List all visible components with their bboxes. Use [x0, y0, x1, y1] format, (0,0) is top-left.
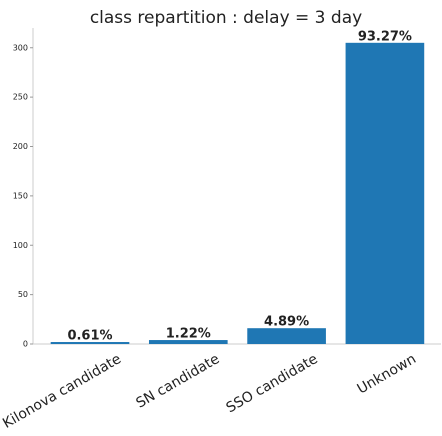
- y-tick-label: 200: [13, 142, 28, 151]
- y-tick-label: 100: [13, 241, 28, 250]
- y-tick-label: 250: [13, 93, 28, 102]
- y-tick-label: 0: [23, 340, 28, 349]
- bar: [345, 42, 425, 344]
- bar-label: 1.22%: [166, 327, 211, 342]
- x-tick-label: SN candidate: [133, 351, 222, 412]
- y-tick-label: 50: [18, 290, 28, 299]
- bar: [148, 340, 228, 344]
- bar: [50, 342, 130, 344]
- bar-label: 4.89%: [264, 315, 309, 330]
- chart-title: class repartition : delay = 3 day: [90, 8, 362, 28]
- x-tick-label: SSO candidate: [224, 351, 321, 416]
- y-tick-label: 150: [13, 191, 28, 200]
- y-tick-label: 300: [13, 43, 28, 52]
- x-tick-label: Unknown: [355, 351, 419, 397]
- bar-label: 93.27%: [358, 29, 412, 44]
- bar: [247, 328, 326, 344]
- x-tick-label: Kilonova candidate: [0, 351, 124, 432]
- bar-label: 0.61%: [67, 329, 112, 344]
